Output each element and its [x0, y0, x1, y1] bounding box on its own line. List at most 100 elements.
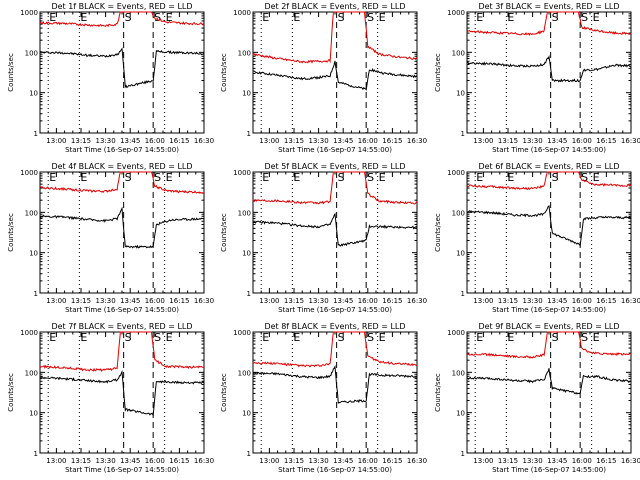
series-line-lld — [466, 171, 632, 190]
series-line-events — [252, 60, 418, 91]
x-tick-label: 13:15 — [284, 137, 304, 145]
y-tick-label: 1000 — [20, 329, 38, 337]
series-line-events — [466, 368, 632, 395]
x-tick-label: 16:15 — [596, 297, 616, 305]
x-axis-label: Start Time (16-Sep-07 14:55:00) — [278, 466, 392, 474]
y-axis-label: Counts/sec — [434, 373, 442, 412]
x-tick-label: 13:30 — [96, 137, 116, 145]
x-tick-label: 16:30 — [194, 297, 214, 305]
y-tick-label: 1 — [247, 450, 251, 458]
marker-label: E — [507, 171, 514, 184]
x-tick-label: 13:00 — [259, 297, 279, 305]
panel-3: Det 3f BLACK = Events, RED = LLD 1 10 100 10… — [434, 2, 640, 154]
y-tick-label: 100 — [238, 49, 251, 57]
x-tick-label: 16:00 — [145, 297, 165, 305]
x-tick-label: 13:45 — [120, 137, 140, 145]
panel-7: Det 7f BLACK = Events, RED = LLD 1 10 100 10… — [7, 322, 214, 474]
x-tick-label: 13:15 — [284, 457, 304, 465]
marker-label: S — [154, 171, 161, 184]
marker-label: E — [293, 171, 300, 184]
series-line-lld — [252, 11, 418, 64]
series-line-lld — [466, 11, 632, 36]
y-tick-label: 1 — [461, 130, 465, 138]
panel-title: Det 6f BLACK = Events, RED = LLD — [478, 162, 619, 171]
y-tick-label: 1000 — [447, 169, 465, 177]
series-line-lld — [39, 331, 205, 372]
y-tick-label: 10 — [29, 90, 38, 98]
plot-frame — [39, 171, 205, 294]
y-tick-label: 1 — [34, 130, 38, 138]
y-tick-label: 10 — [29, 250, 38, 258]
marker-label: E — [80, 171, 87, 184]
plot-frame — [252, 331, 418, 454]
x-tick-label: 13:30 — [309, 297, 329, 305]
marker-label: E — [379, 11, 386, 24]
marker-label: S — [338, 171, 345, 184]
marker-label: S — [338, 11, 345, 24]
y-axis-label: Counts/sec — [7, 53, 15, 92]
plot-frame — [252, 171, 418, 294]
x-tick-label: 16:15 — [169, 297, 189, 305]
x-tick-label: 13:00 — [46, 137, 66, 145]
panel-1: Det 1f BLACK = Events, RED = LLD 1 10 100 10… — [7, 2, 214, 154]
y-tick-label: 1000 — [233, 9, 251, 17]
plot-frame — [466, 171, 632, 294]
y-tick-label: 1000 — [233, 329, 251, 337]
series-line-lld — [252, 331, 417, 368]
panel-title: Det 3f BLACK = Events, RED = LLD — [478, 2, 619, 11]
x-tick-label: 13:30 — [523, 457, 543, 465]
y-axis-label: Counts/sec — [434, 213, 442, 252]
marker-label: S — [154, 331, 161, 344]
marker-label: S — [581, 11, 588, 24]
x-tick-label: 13:30 — [309, 457, 329, 465]
panel-2: Det 2f BLACK = Events, RED = LLD 1 10 100 10… — [220, 2, 427, 154]
marker-label: S — [581, 331, 588, 344]
panel-5: Det 5f BLACK = Events, RED = LLD 1 10 100 10… — [220, 162, 427, 314]
x-tick-label: 13:00 — [473, 457, 493, 465]
x-tick-label: 13:45 — [333, 137, 353, 145]
marker-label: S — [125, 11, 132, 24]
y-axis-label: Counts/sec — [7, 213, 15, 252]
marker-label: E — [507, 11, 514, 24]
marker-label: E — [293, 11, 300, 24]
x-tick-label: 13:00 — [259, 457, 279, 465]
marker-label: E — [166, 11, 173, 24]
x-tick-label: 13:30 — [523, 297, 543, 305]
x-tick-label: 16:15 — [596, 457, 616, 465]
x-tick-label: 13:15 — [498, 457, 518, 465]
x-axis-label: Start Time (16-Sep-07 14:55:00) — [65, 146, 179, 154]
x-tick-label: 13:45 — [547, 137, 567, 145]
marker-label: E — [262, 331, 269, 344]
x-tick-label: 13:45 — [120, 297, 140, 305]
x-tick-label: 13:45 — [333, 297, 353, 305]
series-line-lld — [252, 171, 418, 205]
marker-label: E — [593, 171, 600, 184]
marker-label: E — [476, 171, 483, 184]
x-tick-label: 16:30 — [407, 137, 427, 145]
x-tick-label: 16:00 — [572, 297, 592, 305]
marker-label: E — [262, 171, 269, 184]
x-tick-label: 13:30 — [309, 137, 329, 145]
x-tick-label: 13:15 — [71, 297, 91, 305]
x-tick-label: 16:15 — [382, 137, 402, 145]
marker-label: S — [367, 331, 374, 344]
marker-label: E — [262, 11, 269, 24]
y-tick-label: 100 — [25, 49, 38, 57]
y-tick-label: 1000 — [20, 169, 38, 177]
x-axis-label: Start Time (16-Sep-07 14:55:00) — [65, 466, 179, 474]
panel-title: Det 8f BLACK = Events, RED = LLD — [264, 322, 405, 331]
y-tick-label: 100 — [25, 369, 38, 377]
y-tick-label: 1 — [247, 290, 251, 298]
y-tick-label: 10 — [456, 90, 465, 98]
x-tick-label: 16:00 — [145, 457, 165, 465]
x-tick-label: 13:45 — [547, 297, 567, 305]
x-tick-label: 16:15 — [382, 457, 402, 465]
x-tick-label: 13:30 — [96, 457, 116, 465]
x-tick-label: 16:30 — [621, 297, 640, 305]
marker-label: S — [338, 331, 345, 344]
x-tick-label: 16:00 — [572, 137, 592, 145]
y-tick-label: 1 — [247, 130, 251, 138]
y-tick-label: 100 — [238, 369, 251, 377]
x-tick-label: 13:00 — [46, 457, 66, 465]
panel-title: Det 4f BLACK = Events, RED = LLD — [51, 162, 192, 171]
